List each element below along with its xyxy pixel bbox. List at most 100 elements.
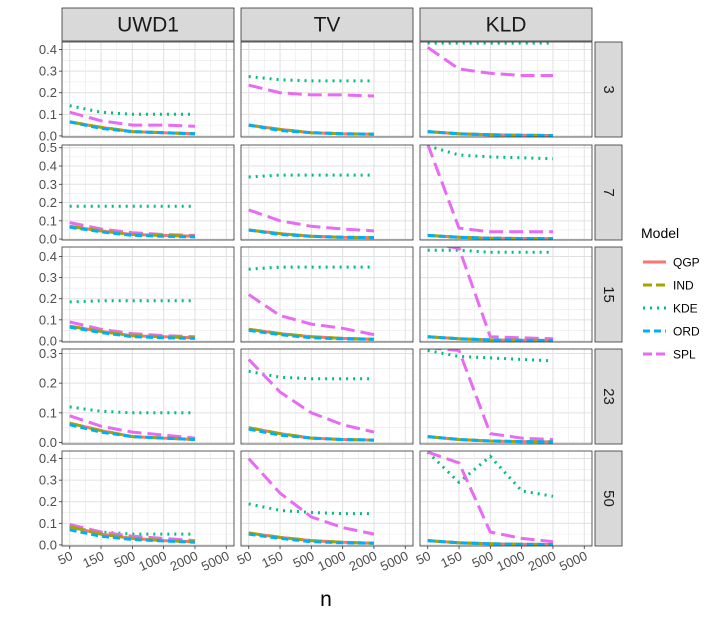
y-tick-label: 0.1 — [39, 405, 57, 420]
panel-series — [69, 299, 196, 340]
panels — [61, 41, 593, 547]
y-tick-label: 0.2 — [39, 85, 57, 100]
legend-title: Model — [641, 225, 679, 241]
legend-label: KDE — [673, 302, 698, 316]
series-line-ord — [69, 120, 196, 136]
panel-series — [247, 457, 375, 545]
series-line-ord — [427, 435, 554, 444]
series-line-kde — [426, 451, 554, 498]
series-line-spl — [439, 247, 554, 341]
series-line-spl — [69, 414, 196, 440]
y-tick-label: 0.1 — [39, 312, 57, 327]
series-line-spl — [248, 208, 375, 233]
panel-series — [247, 265, 375, 341]
y-tick-label: 0.2 — [39, 195, 57, 210]
legend-item-ord: ORD — [643, 325, 700, 339]
panel-kld-3 — [419, 41, 593, 138]
series-line-ord — [427, 335, 554, 342]
series-line-spl — [427, 451, 554, 544]
panel-series — [69, 104, 196, 136]
series-line-kde — [248, 502, 374, 516]
panel-border — [419, 144, 593, 241]
panel-series — [426, 42, 554, 137]
x-tick-label: 50 — [56, 548, 75, 568]
legend-label: IND — [673, 279, 694, 293]
column-strip-label: KLD — [486, 14, 527, 37]
panel-grid — [62, 247, 234, 342]
legend-item-qgp: QGP — [643, 256, 700, 270]
y-tick-label: 0.4 — [39, 159, 57, 174]
row-strip-15 — [594, 246, 623, 343]
panel-uwd1-50 — [61, 450, 235, 547]
panel-tv-15 — [240, 246, 414, 343]
series-line-kde — [427, 349, 554, 363]
y-tick-label: 0.3 — [39, 346, 57, 361]
panel-uwd1-7 — [61, 144, 235, 241]
x-axis-title: n — [320, 588, 332, 611]
panel-grid — [420, 247, 592, 342]
panel-series — [69, 204, 196, 239]
panel-series — [248, 173, 375, 240]
series-line-spl — [247, 457, 375, 536]
panel-grid — [241, 42, 413, 137]
column-strips: UWD1 TV KLD — [61, 7, 593, 42]
row-strip-label: 7 — [600, 188, 617, 196]
panel-uwd1-3 — [61, 41, 235, 138]
panel-border — [240, 41, 414, 138]
y-tick-label: 0.4 — [39, 249, 57, 264]
panel-kld-15 — [419, 246, 593, 343]
y-tick-label: 0.0 — [39, 232, 57, 247]
series-line-ord — [248, 427, 375, 442]
panel-grid — [420, 451, 592, 546]
series-line-ord — [69, 225, 196, 239]
legend-label: QGP — [673, 256, 700, 270]
panel-series — [426, 451, 554, 546]
row-strip-label: 23 — [600, 388, 617, 405]
y-tick-label: 0.0 — [39, 435, 57, 450]
y-tick-label: 0.3 — [39, 473, 57, 488]
series-line-ord — [69, 423, 196, 441]
panel-border — [240, 144, 414, 241]
y-tick-label: 0.2 — [39, 291, 57, 306]
panel-border — [61, 348, 235, 445]
legend-label: SPL — [673, 348, 696, 362]
panel-tv-23 — [240, 348, 414, 445]
y-tick-label: 0.4 — [39, 451, 57, 466]
y-axes: 0.00.10.20.30.40.00.10.20.30.40.50.00.10… — [39, 42, 62, 552]
panel-series — [69, 405, 196, 441]
panel-border — [419, 41, 593, 138]
y-tick-label: 0.1 — [39, 107, 57, 122]
panel-border — [61, 144, 235, 241]
y-tick-label: 0.1 — [39, 213, 57, 228]
series-line-kde — [248, 369, 374, 381]
x-tick-label: 50 — [235, 548, 254, 568]
panel-border — [240, 246, 414, 343]
series-line-ord — [427, 233, 554, 240]
panel-border — [419, 450, 593, 547]
row-strip-label: 15 — [600, 286, 617, 303]
series-line-kde — [69, 104, 195, 116]
panel-series — [69, 522, 196, 544]
y-tick-label: 0.2 — [39, 376, 57, 391]
column-strip-label: UWD1 — [117, 14, 179, 37]
row-strip-label: 3 — [600, 85, 617, 93]
series-line-ord — [69, 528, 196, 544]
series-line-spl — [426, 46, 553, 77]
column-strip-kld — [419, 7, 593, 42]
panel-tv-7 — [240, 144, 414, 241]
panel-border — [419, 348, 593, 445]
column-strip-uwd1 — [61, 7, 235, 42]
panel-border — [61, 450, 235, 547]
series-line-spl — [248, 83, 375, 98]
row-strip-7 — [594, 144, 623, 241]
panel-border — [61, 41, 235, 138]
y-tick-label: 0.3 — [39, 270, 57, 285]
legend: Model QGP IND KDE ORD SPL — [641, 225, 700, 362]
y-tick-label: 0.5 — [39, 140, 57, 155]
panel-grid — [62, 349, 234, 444]
panel-grid — [241, 247, 413, 342]
series-line-spl — [247, 293, 375, 337]
panel-grid — [62, 451, 234, 546]
series-line-spl — [69, 110, 196, 128]
y-tick-label: 0.4 — [39, 42, 57, 57]
